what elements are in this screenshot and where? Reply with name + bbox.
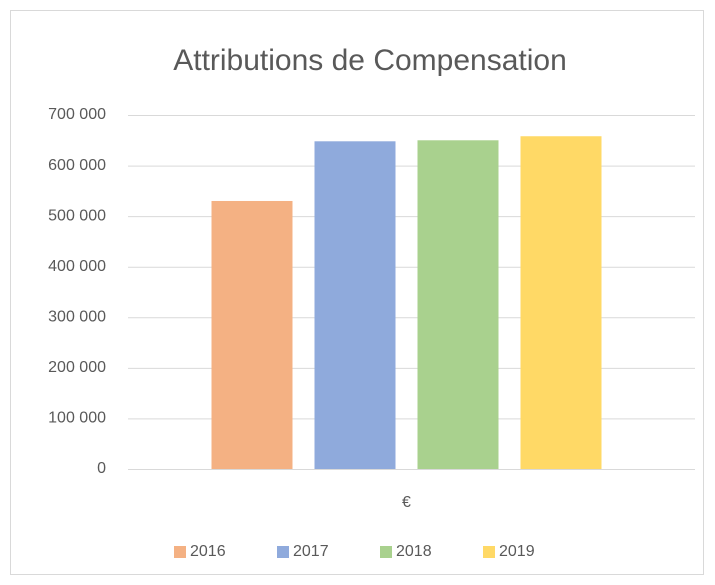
y-tick-label: 600 000 xyxy=(48,157,106,174)
y-tick-label: 100 000 xyxy=(48,410,106,427)
legend-label: 2019 xyxy=(499,543,535,560)
y-tick-label: 500 000 xyxy=(48,207,106,224)
legend-swatch xyxy=(174,546,186,558)
legend-swatch xyxy=(380,546,392,558)
legend-label: 2017 xyxy=(293,543,329,560)
y-tick-label: 400 000 xyxy=(48,258,106,275)
y-tick-label: 200 000 xyxy=(48,359,106,376)
bar xyxy=(211,200,293,469)
y-tick-label: 700 000 xyxy=(48,106,106,123)
chart-title: Attributions de Compensation xyxy=(173,44,567,77)
bar xyxy=(417,140,499,470)
x-tick-label: € xyxy=(402,494,411,511)
legend-label: 2016 xyxy=(190,543,226,560)
legend-label: 2018 xyxy=(396,543,432,560)
legend-swatch xyxy=(483,546,495,558)
legend-swatch xyxy=(277,546,289,558)
y-tick-label: 300 000 xyxy=(48,309,106,326)
y-tick-label: 0 xyxy=(97,460,106,477)
bar xyxy=(314,141,396,469)
bar xyxy=(520,136,602,470)
